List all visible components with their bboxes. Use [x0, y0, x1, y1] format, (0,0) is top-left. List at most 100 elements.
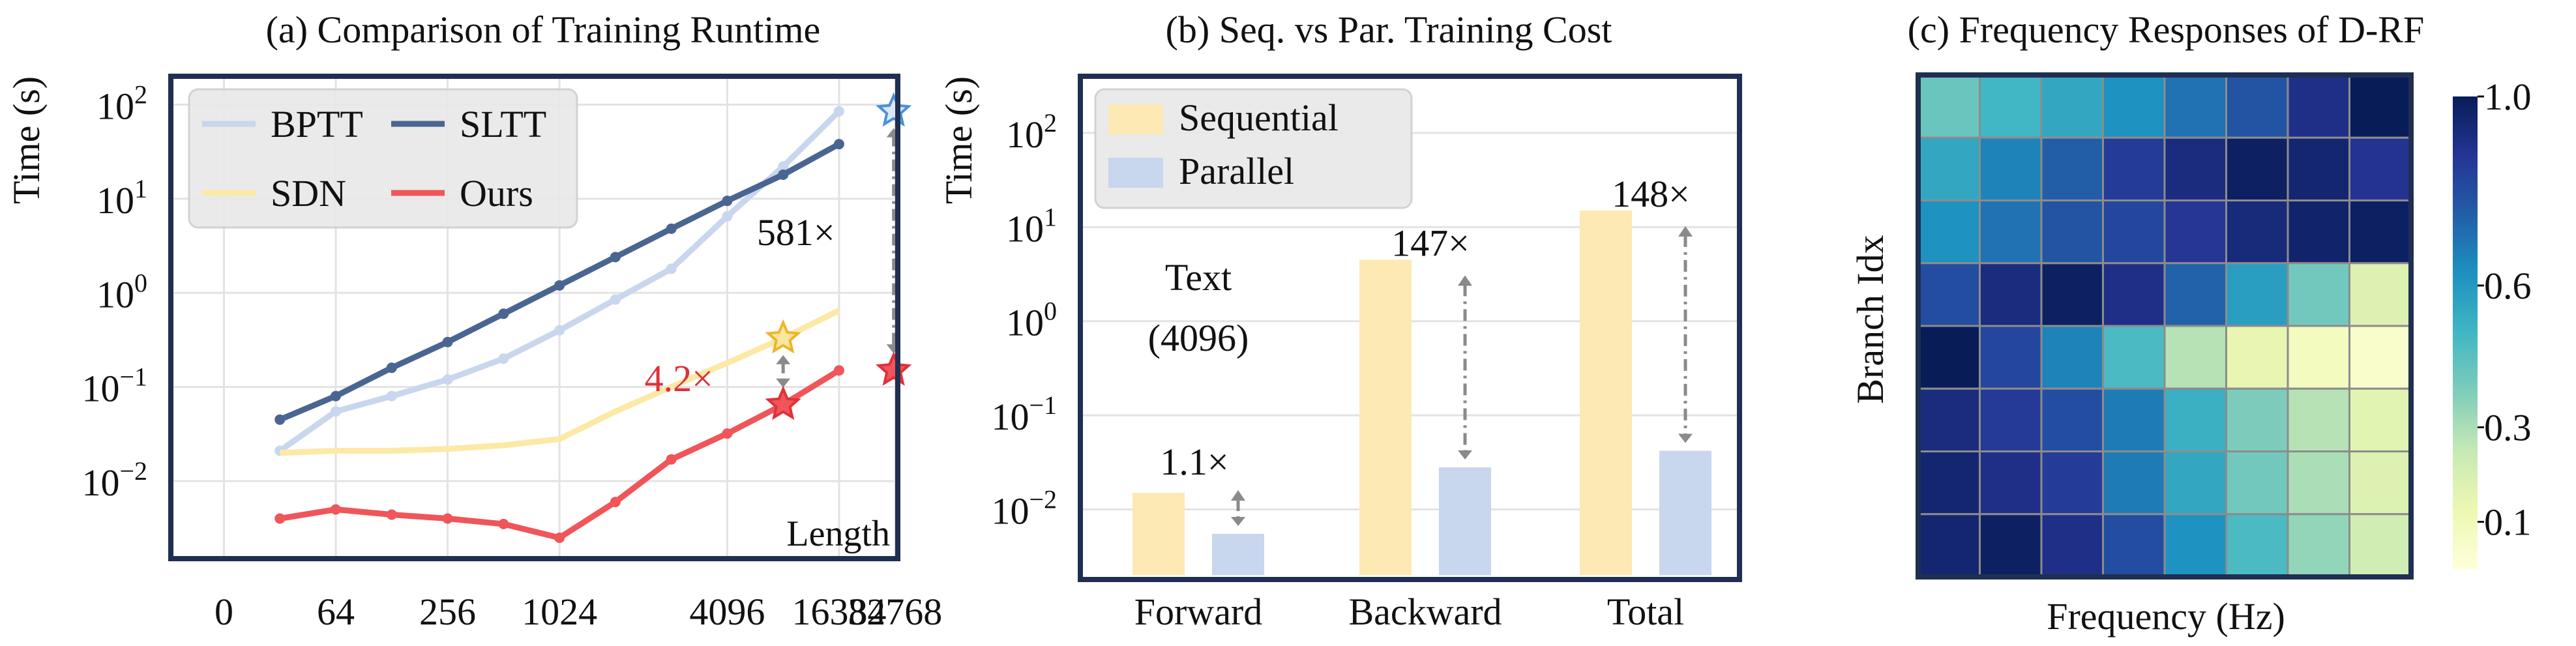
heatmap-cell [2163, 262, 2227, 327]
heatmap-cell [2163, 136, 2227, 201]
heatmap-cell [2102, 325, 2166, 390]
heatmap-cell [2040, 199, 2104, 265]
panel-b: (b) Seq. vs Par. Training Cost Time (s) … [938, 8, 1742, 633]
panel-b-ylabel: Time (s) [938, 76, 980, 204]
series-point-bptt [610, 294, 621, 305]
legend-box [188, 88, 578, 229]
heatmap-cell [2225, 74, 2289, 139]
heatmap-cell [2348, 513, 2412, 578]
heatmap-cell [2348, 450, 2412, 516]
bar-sequential [1580, 210, 1632, 576]
panel-b-bars [1133, 210, 1711, 576]
series-point-ours [274, 513, 286, 524]
panel-a-x-tick: 0 [215, 591, 233, 633]
heatmap-cell [2287, 325, 2350, 390]
series-point-sltt [386, 362, 397, 374]
panel-b-x-ticks: Forward Backward Total [1134, 591, 1684, 633]
heatmap-cell [2287, 450, 2350, 516]
series-point-bptt [833, 106, 844, 117]
heatmap-cell [2287, 199, 2350, 265]
panel-b-y-tick: 102 [1006, 108, 1057, 156]
panel-c: (c) Frequency Responses of D-RF Branch I… [1849, 8, 2532, 638]
series-point-bptt [331, 406, 342, 417]
panel-a-series [274, 106, 844, 543]
annotation-arrow-head [776, 378, 791, 388]
annotation-label: 581× [757, 211, 835, 254]
heatmap-cell [2102, 262, 2166, 327]
annotation-arrow-head [1678, 433, 1693, 443]
heatmap-cell [1917, 136, 1981, 201]
panel-a-y-tick-exp: −2 [119, 456, 147, 486]
panel-a-frame [168, 74, 900, 561]
panel-a-y-tick: 100 [96, 268, 147, 316]
panel-a-y-tick-base: 10 [96, 179, 134, 222]
bar-parallel [1659, 450, 1711, 576]
heatmap-cell [2348, 387, 2412, 452]
heatmap-cell [2102, 387, 2166, 452]
panel-a-y-tick-base: 10 [96, 85, 134, 127]
series-point-sltt [274, 414, 286, 425]
series-point-ours [722, 428, 733, 439]
heatmap-cell [1979, 450, 2043, 516]
legend-swatch-parallel [1108, 158, 1163, 188]
legend-label-ours: Ours [460, 172, 533, 214]
heatmap-cell [2163, 199, 2227, 265]
panel-a-title: (a) Comparison of Training Runtime [266, 8, 821, 51]
series-point-ours [610, 497, 621, 508]
panel-b-inset-line-1: Text [1165, 256, 1232, 299]
panel-b-y-tick: 10−2 [991, 484, 1057, 532]
series-point-sltt [610, 252, 621, 263]
panel-b-y-tick-exp: −1 [1029, 390, 1057, 420]
series-point-sltt [778, 169, 789, 180]
heatmap-cell [2287, 262, 2350, 327]
heatmap-cell [2163, 74, 2227, 139]
legend-label-sdn: SDN [271, 172, 346, 214]
panel-b-x-tick: Total [1607, 591, 1684, 633]
heatmap-cell [1917, 325, 1981, 390]
heatmap-cell [2287, 136, 2350, 201]
panel-a-xlabel: Length [786, 514, 890, 554]
heatmap-cell [1979, 325, 2043, 390]
panel-b-y-tick: 10−1 [991, 390, 1057, 438]
highlight-star [765, 319, 801, 354]
heatmap-cell [2040, 325, 2104, 390]
series-point-ours [666, 454, 677, 465]
annotation-arrow-head [1458, 275, 1472, 286]
annotation-arrow-head [1231, 490, 1245, 501]
heatmap-cell [1917, 199, 1981, 265]
panel-a-y-tick: 10−1 [81, 362, 147, 410]
panel-c-frame [1916, 72, 2414, 580]
panel-c-ylabel: Branch Idx [1849, 235, 1891, 404]
series-point-ours [498, 518, 509, 529]
colorbar-tick-label: 0.1 [2484, 501, 2532, 544]
series-point-bptt [722, 211, 733, 222]
highlight-star [876, 92, 912, 127]
series-point-bptt [666, 263, 677, 274]
heatmap-cell [1979, 74, 2043, 139]
panel-a-x-tick: 64 [317, 591, 355, 633]
panel-a-y-tick: 101 [96, 174, 147, 222]
heatmap-cell [1917, 262, 1981, 327]
panel-a-x-tick: 16384 [792, 591, 886, 633]
panel-a-y-tick: 10−2 [81, 456, 147, 504]
bar-parallel [1439, 467, 1491, 576]
series-point-sltt [666, 223, 677, 234]
panel-b-x-tick: Backward [1348, 591, 1502, 633]
panel-b-y-tick: 101 [1006, 202, 1057, 250]
series-point-bptt [442, 374, 453, 385]
series-point-sltt [833, 139, 844, 150]
panel-b-inset-line-2: (4096) [1148, 317, 1249, 359]
heatmap-cell [1979, 262, 2043, 327]
heatmap-cell [2225, 450, 2289, 516]
annotation-label: 148× [1612, 173, 1690, 215]
panel-a-annotations: 581× 4.2× [645, 92, 912, 420]
series-point-ours [331, 504, 342, 515]
heatmap-cell [1917, 387, 1981, 452]
panel-a-y-tick-base: 10 [81, 368, 119, 410]
panel-a-y-tick-base: 10 [96, 273, 134, 316]
heatmap-cell [2102, 450, 2166, 516]
heatmap-cell [1917, 74, 1981, 139]
panel-c-title: (c) Frequency Responses of D-RF [1908, 8, 2425, 51]
